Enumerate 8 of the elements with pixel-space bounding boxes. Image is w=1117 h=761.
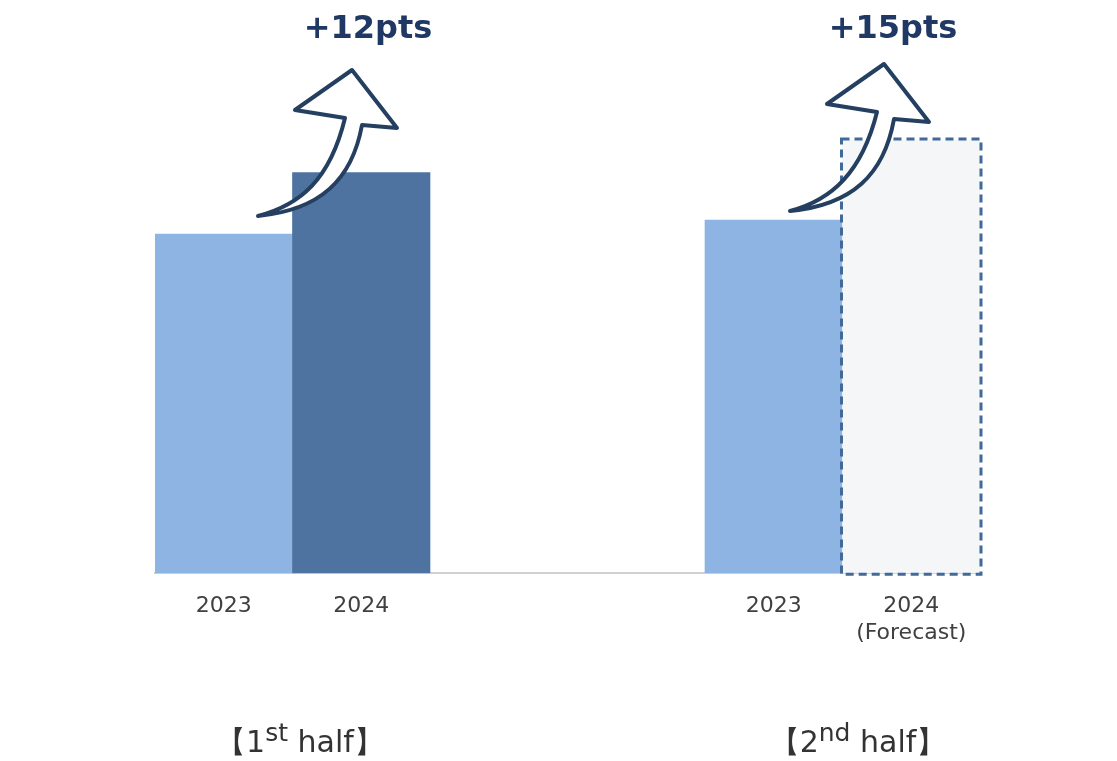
text: +15pts <box>828 8 958 46</box>
x-tick-label: 2023 <box>745 592 802 618</box>
x-tick-label: 2024 (Forecast) <box>856 592 967 644</box>
x-tick-label: 2024 <box>333 592 390 618</box>
text: +12pts <box>303 8 433 46</box>
text: 【2$^{nd}$ half】 <box>769 718 947 761</box>
x-tick-label: 2023 <box>195 592 252 618</box>
text: 【1$^{st}$ half】 <box>216 718 384 761</box>
